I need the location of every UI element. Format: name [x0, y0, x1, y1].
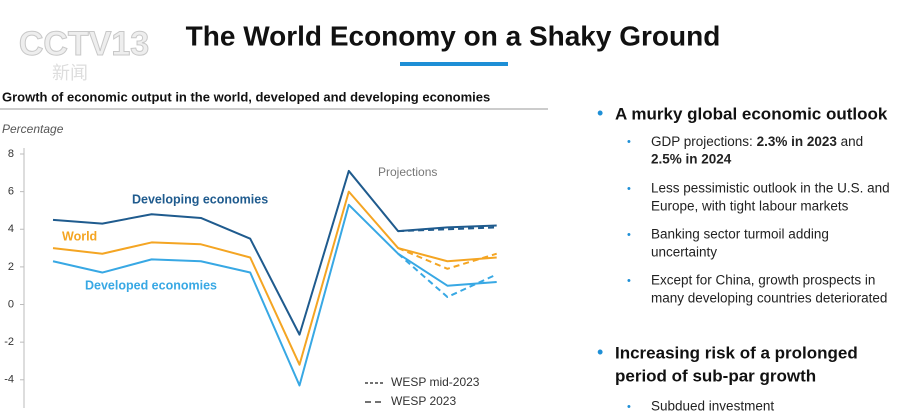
bullet: •: [627, 136, 631, 148]
logo: CCTV13: [19, 25, 149, 63]
item-text: many developing countries deteriorated: [651, 291, 887, 306]
item-text: 2.5% in 2024: [651, 152, 732, 167]
item-text: Less pessimistic outlook in the U.S. and: [651, 181, 890, 196]
text: 2.3% in 2023: [757, 134, 838, 149]
y-tick-label: 0: [8, 298, 14, 310]
item-text: uncertainty: [651, 245, 717, 260]
logo-sub: 新闻: [52, 63, 88, 83]
y-tick-label: 6: [8, 186, 14, 198]
bullet: •: [627, 229, 631, 241]
y-axis-label: Percentage: [2, 122, 64, 136]
heading: Increasing risk of a prolonged: [615, 343, 858, 362]
series-label: Developing economies: [132, 192, 268, 206]
series-line: [398, 226, 497, 233]
bullet: •: [597, 103, 603, 123]
bullet: •: [627, 401, 631, 413]
series-line: [397, 247, 497, 270]
heading: period of sub-par growth: [615, 366, 816, 385]
item-text: Except for China, growth prospects in: [651, 273, 875, 288]
item-text: Banking sector turmoil adding: [651, 227, 829, 242]
y-tick-label: 8: [8, 148, 14, 160]
legend-label: WESP 2023: [391, 394, 456, 408]
annotation: Projections: [378, 165, 437, 179]
y-tick-label: -4: [4, 374, 14, 386]
item-text: Europe, with tight labour markets: [651, 199, 849, 214]
y-tick-label: 4: [8, 223, 14, 235]
series-label: Developed economies: [85, 278, 217, 292]
slide-title: The World Economy on a Shaky Ground: [186, 20, 721, 51]
heading: A murky global economic outlook: [615, 104, 888, 123]
bullet: •: [597, 342, 603, 362]
chart-title: Growth of economic output in the world, …: [2, 89, 490, 104]
y-tick-label: -2: [4, 336, 14, 348]
series-line: [397, 252, 498, 298]
text: GDP projections:: [651, 134, 757, 149]
text: and: [837, 134, 863, 149]
item-text: Subdued investment: [651, 399, 774, 414]
y-tick-label: 2: [8, 261, 14, 273]
bullet: •: [627, 183, 631, 195]
series-line: [52, 190, 497, 366]
legend-label: WESP mid-2023: [391, 375, 480, 389]
bullet: •: [627, 275, 631, 287]
title-underline: [400, 62, 508, 66]
series-label: World: [62, 229, 97, 243]
item-text: GDP projections: 2.3% in 2023 and: [651, 134, 863, 149]
series-line: [52, 203, 497, 387]
